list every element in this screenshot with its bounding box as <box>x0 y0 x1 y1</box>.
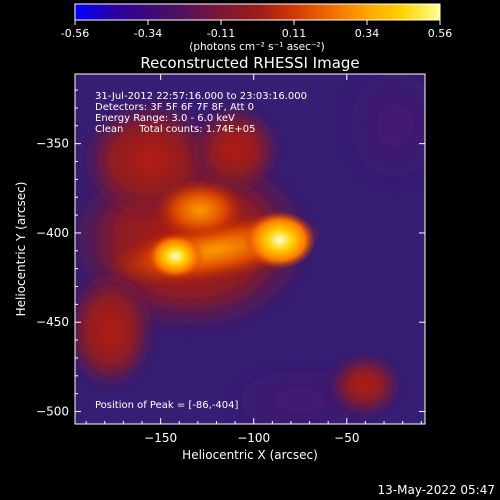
annotation-clean-counts: Clean Total counts: 1.74E+05 <box>95 124 255 135</box>
colorbar-tick-label: 0.56 <box>428 27 453 40</box>
annotation-energy-range: Energy Range: 3.0 - 6.0 keV <box>95 113 235 124</box>
annotation-time-range: 31-Jul-2012 22:57:16.000 to 23:03:16.000 <box>95 91 307 102</box>
flare-source-2 <box>147 233 204 279</box>
y-tick-label: −400 <box>36 226 69 240</box>
flare-source-1 <box>243 211 316 269</box>
colorbar: -0.56 -0.34 -0.11 0.11 0.34 0.56 (photon… <box>61 3 453 53</box>
y-tick-label: −450 <box>36 315 69 329</box>
colorbar-tick-label: -0.56 <box>61 27 89 40</box>
emission-envelope <box>190 105 280 195</box>
colorbar-tick-label: -0.34 <box>134 27 162 40</box>
x-tick-label: −150 <box>144 431 177 445</box>
emission-ridge <box>155 180 245 240</box>
colorbar-gradient <box>74 3 441 21</box>
x-axis-label: Heliocentric X (arcsec) <box>182 448 318 462</box>
x-tick-label: −50 <box>334 431 359 445</box>
purple-patch <box>335 74 425 195</box>
y-tick-label: −350 <box>36 137 69 151</box>
colorbar-units: (photons cm⁻² s⁻¹ asec⁻²) <box>189 41 324 53</box>
y-axis-label: Heliocentric Y (arcsec) <box>14 182 28 317</box>
chart-title: Reconstructed RHESSI Image <box>140 54 359 72</box>
colorbar-ticks <box>74 20 441 25</box>
plot-frame <box>74 73 426 425</box>
heatmap-image <box>75 74 425 424</box>
annotation-detectors: Detectors: 3F 5F 6F 7F 8F, Att 0 <box>95 102 254 113</box>
timestamp: 13-May-2022 05:47 <box>378 483 495 497</box>
y-axis: −350 −400 −450 −500 <box>36 89 425 419</box>
emission-envelope <box>330 355 400 415</box>
emission-envelope <box>75 270 155 390</box>
colorbar-tick-label: 0.34 <box>355 27 380 40</box>
flare-sources <box>147 211 316 279</box>
colorbar-tick-label: -0.11 <box>207 27 235 40</box>
y-tick-label: −500 <box>36 405 69 419</box>
x-axis: −150 −100 −50 <box>85 74 422 445</box>
colorbar-tick-label: 0.11 <box>282 27 307 40</box>
peak-position-label: Position of Peak = [-86,-404] <box>95 400 239 411</box>
x-tick-label: −100 <box>237 431 270 445</box>
